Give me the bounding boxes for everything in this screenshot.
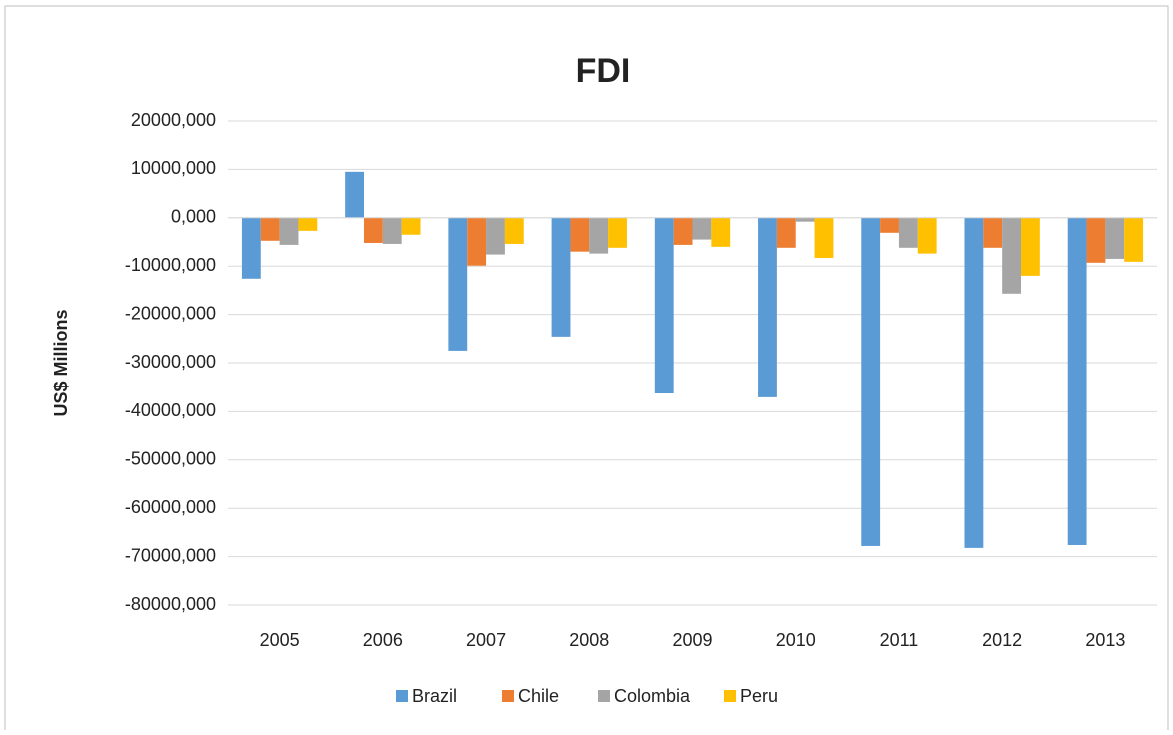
x-tick-label: 2009 (672, 630, 712, 650)
legend-label: Peru (740, 686, 778, 706)
legend-swatch (502, 690, 514, 702)
bar (1002, 217, 1022, 294)
bar (570, 217, 590, 252)
x-tick-label: 2007 (466, 630, 506, 650)
bar (1124, 217, 1144, 262)
bar (363, 217, 383, 243)
bar (983, 217, 1003, 248)
x-tick-label: 2008 (569, 630, 609, 650)
bar (673, 217, 693, 245)
y-tick-label: 0,000 (171, 207, 216, 227)
legend-swatch (396, 690, 408, 702)
x-tick-label: 2013 (1085, 630, 1125, 650)
bar (692, 217, 712, 240)
bar (964, 217, 984, 548)
y-tick-label: -50000,000 (125, 449, 216, 469)
legend-label: Brazil (412, 686, 457, 706)
x-tick-label: 2012 (982, 630, 1022, 650)
bar (448, 217, 468, 351)
bar (241, 217, 261, 279)
y-tick-label: -60000,000 (125, 497, 216, 517)
bar (898, 217, 918, 248)
x-tick-label: 2006 (363, 630, 403, 650)
bar (260, 217, 280, 241)
bar (654, 217, 674, 394)
legend-swatch (724, 690, 736, 702)
bar (345, 171, 364, 218)
bar (1067, 217, 1087, 545)
y-tick-label: -80000,000 (125, 594, 216, 614)
y-tick-label: -30000,000 (125, 352, 216, 372)
bar (551, 217, 571, 337)
chart-title: FDI (576, 52, 631, 90)
bar (279, 217, 299, 245)
y-axis-label: US$ Millions (51, 309, 71, 416)
y-tick-label: 10000,000 (131, 158, 216, 178)
bar (795, 217, 815, 222)
bar (758, 217, 777, 397)
bar (382, 217, 402, 244)
bar (467, 217, 487, 266)
bar (711, 217, 731, 247)
x-tick-label: 2005 (260, 630, 300, 650)
bar (504, 217, 524, 244)
bar (917, 217, 937, 254)
bar (1021, 217, 1040, 276)
bar (1086, 217, 1106, 263)
bar (298, 217, 318, 231)
bar (608, 217, 627, 248)
y-tick-label: -20000,000 (125, 303, 216, 323)
bar (861, 217, 881, 546)
x-tick-label: 2010 (776, 630, 816, 650)
bar (880, 217, 899, 233)
legend-label: Chile (518, 686, 559, 706)
legend-swatch (598, 690, 610, 702)
bar (401, 217, 421, 235)
y-tick-label: -70000,000 (125, 545, 216, 565)
bar (776, 217, 796, 248)
y-tick-label: -40000,000 (125, 400, 216, 420)
x-tick-label: 2011 (880, 630, 919, 650)
legend-label: Colombia (614, 686, 691, 706)
bar (486, 217, 505, 255)
y-tick-label: -10000,000 (125, 255, 216, 275)
bar (589, 217, 609, 254)
bar (814, 217, 834, 258)
bar (1105, 217, 1125, 259)
y-tick-label: 20000,000 (131, 110, 216, 130)
